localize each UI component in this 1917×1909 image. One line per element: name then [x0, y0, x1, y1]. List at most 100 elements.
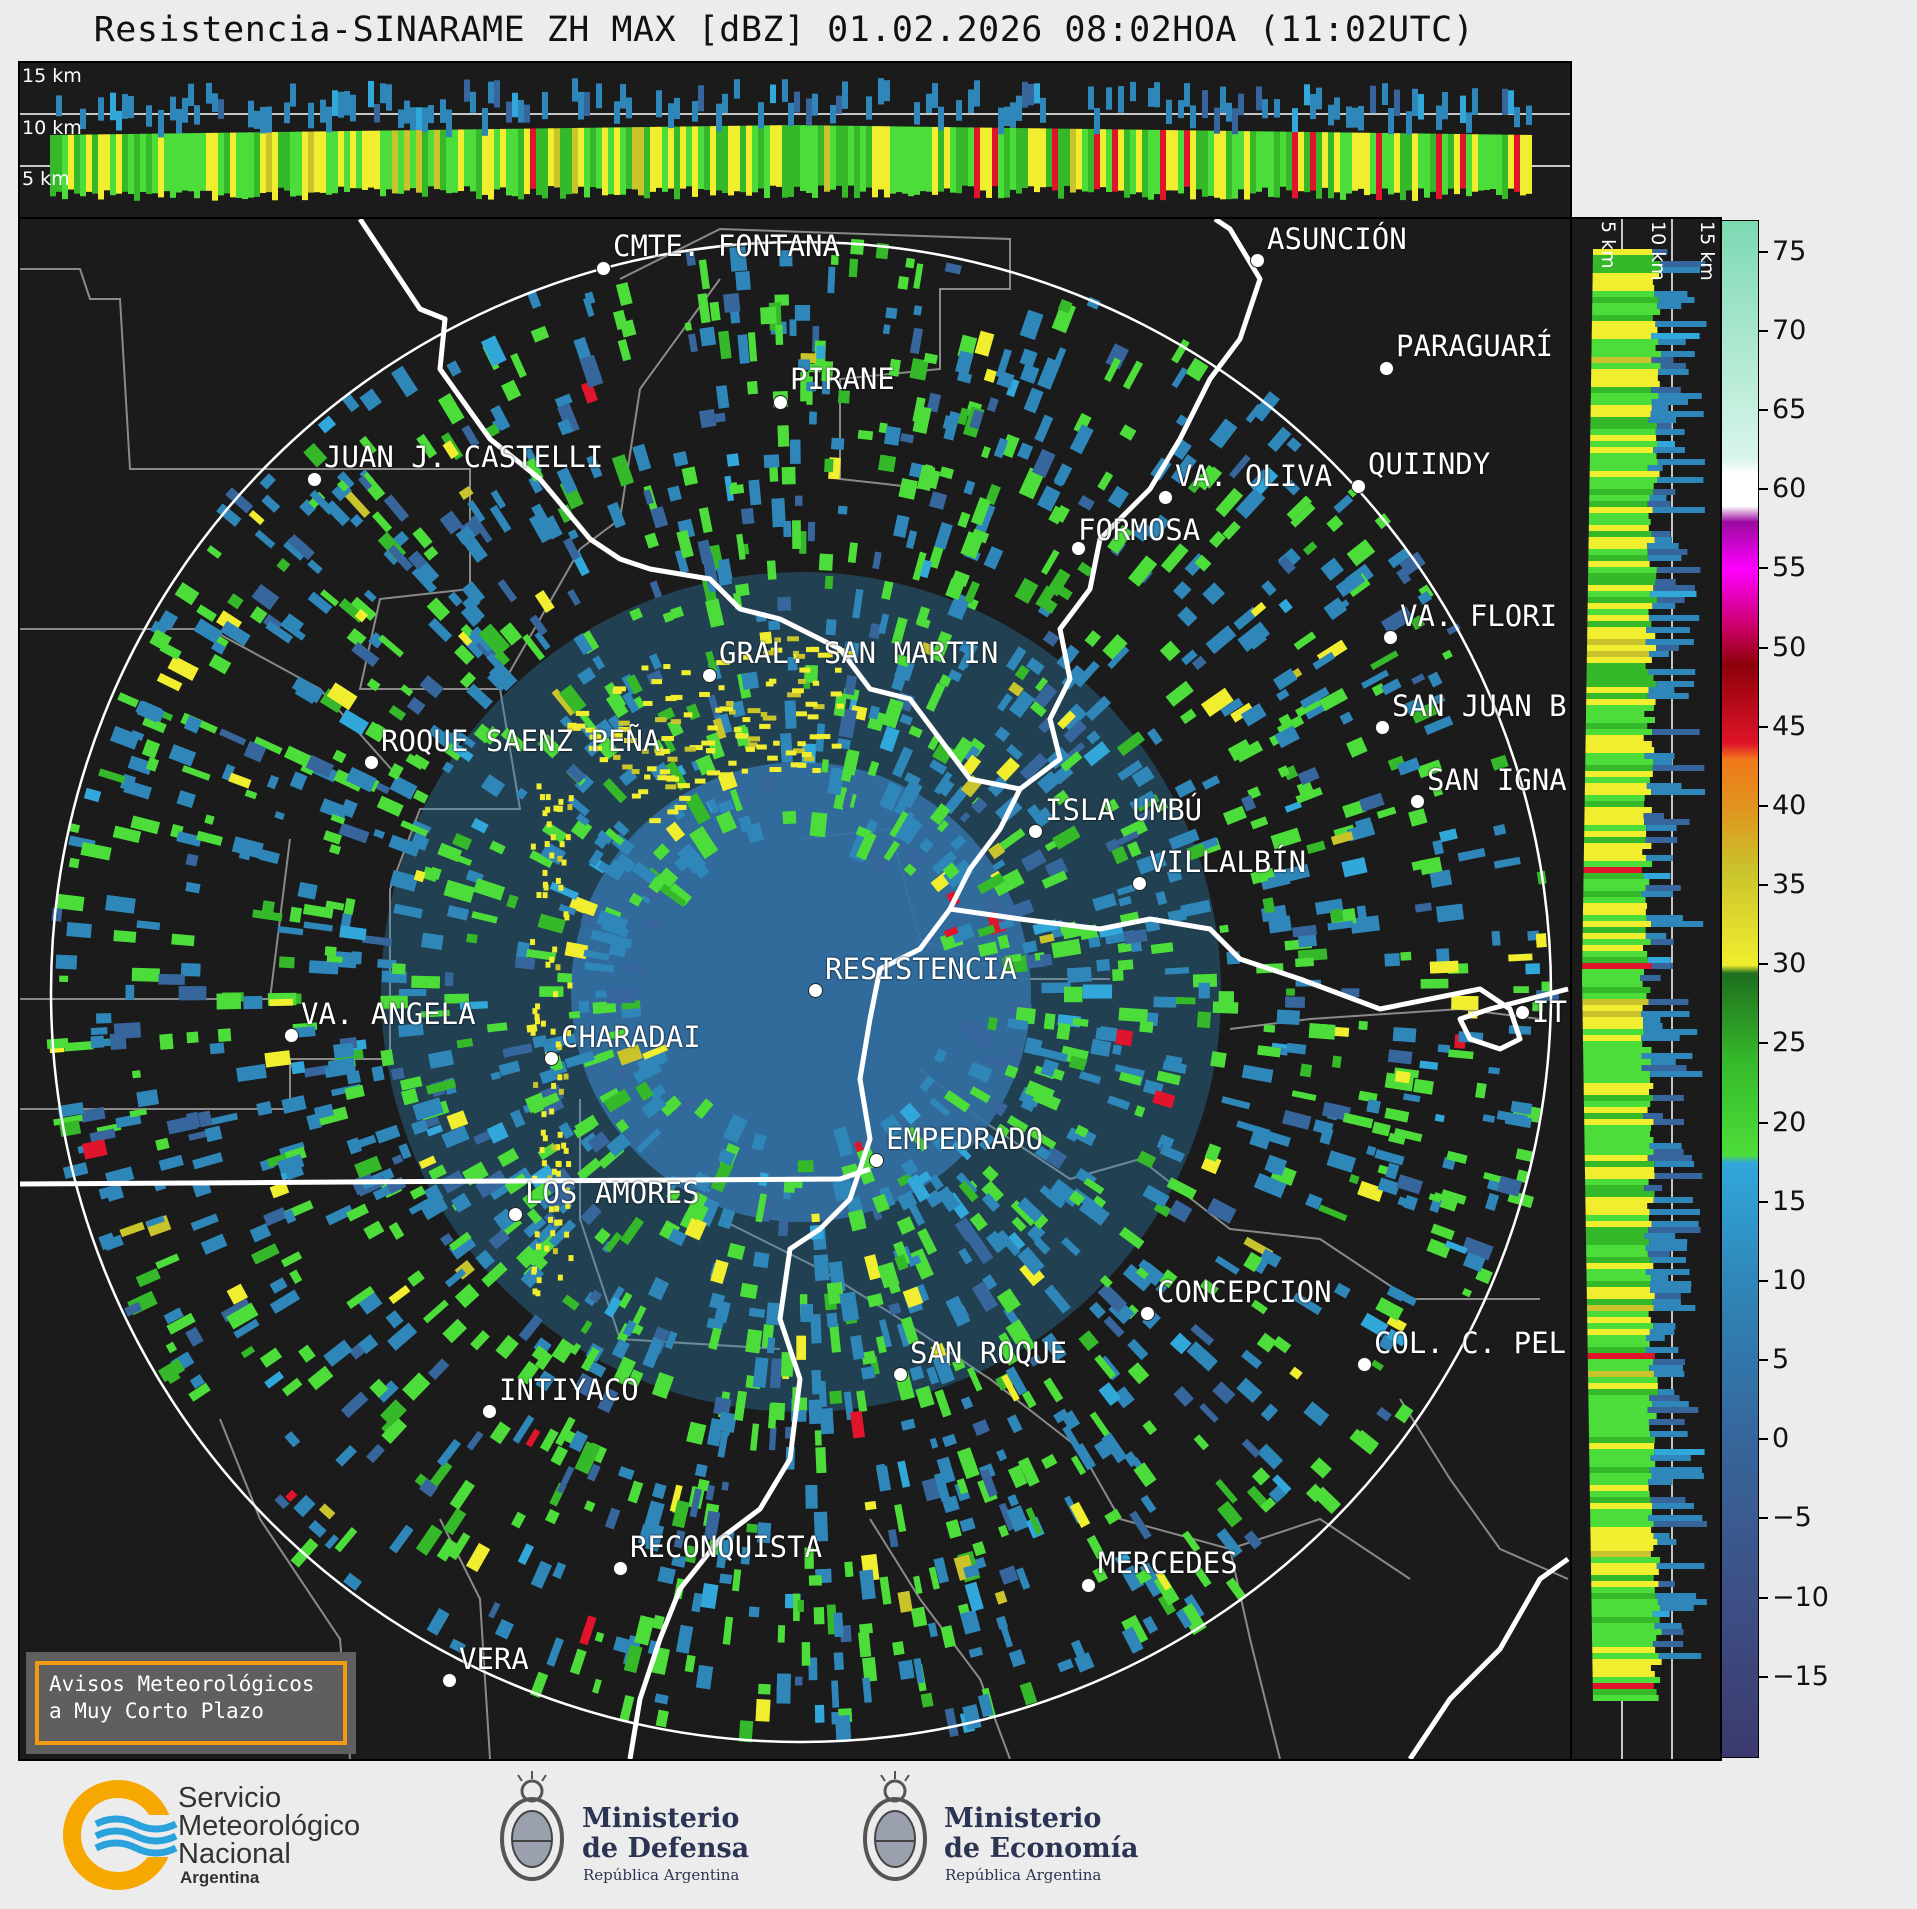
- top-section-upper-cell: [1154, 82, 1160, 108]
- top-section-column: [56, 134, 62, 192]
- echo-cell: [898, 478, 918, 500]
- top-section-column: [1112, 129, 1118, 192]
- echo-cell: [878, 422, 888, 434]
- side-section-row: [1592, 1683, 1654, 1689]
- side-section-row: [1582, 1005, 1643, 1011]
- echo-cell: [53, 1114, 83, 1126]
- side-section-row: [1588, 543, 1648, 549]
- echo-cell: [1105, 343, 1129, 370]
- side-section-row: [1592, 1647, 1656, 1653]
- echo-cell: [729, 789, 743, 812]
- echo-cell: [495, 1334, 519, 1360]
- echo-cell: [784, 700, 797, 729]
- echo-cell: [466, 683, 493, 710]
- echo-cell: [1017, 1197, 1045, 1224]
- top-section-column: [1364, 132, 1370, 196]
- side-section-row: [1590, 1563, 1657, 1569]
- city-label-charadai: CHARADAI: [561, 1020, 701, 1054]
- echo-bright-cell: [762, 715, 777, 721]
- echo-cell: [619, 1694, 635, 1723]
- top-section-column: [932, 126, 938, 195]
- echo-cell: [333, 1042, 355, 1059]
- side-section-upper-cell: [1654, 537, 1673, 543]
- echo-cell: [1092, 893, 1117, 912]
- echo-cell: [996, 693, 1013, 712]
- side-section-upper-cell: [1651, 963, 1673, 969]
- echo-cell: [471, 911, 498, 924]
- city-dot-juan-j-castelli: [307, 472, 322, 487]
- side-section-row: [1591, 1617, 1660, 1623]
- side-section-upper-cell: [1653, 1119, 1684, 1125]
- echo-cell: [1346, 822, 1376, 842]
- echo-cell: [1205, 625, 1237, 655]
- top-section-upper-cell: [1166, 99, 1172, 125]
- echo-cell: [192, 1152, 224, 1170]
- echo-cell: [780, 732, 793, 763]
- top-section-column: [452, 129, 458, 193]
- echo-cell: [462, 534, 488, 563]
- echo-cell: [811, 1213, 820, 1223]
- top-section-column: [320, 131, 326, 193]
- side-section-row: [1589, 471, 1660, 477]
- echo-cell: [1488, 1066, 1500, 1075]
- echo-cell: [1033, 1214, 1049, 1230]
- echo-bright-cell: [550, 1230, 556, 1237]
- echo-cell: [945, 578, 965, 600]
- echo-cell: [1172, 439, 1192, 460]
- smn-line1: Servicio: [178, 1782, 282, 1814]
- echo-cell: [1037, 604, 1052, 618]
- echo-cell: [735, 271, 751, 291]
- echo-cell: [82, 1139, 108, 1160]
- echo-cell: [158, 1154, 184, 1171]
- echo-bright-cell: [540, 1020, 546, 1027]
- echo-cell: [1417, 590, 1433, 605]
- echo-bright-cell: [631, 793, 641, 799]
- echo-cell: [794, 1676, 803, 1686]
- side-section-row: [1585, 747, 1655, 753]
- echo-cell: [371, 511, 393, 533]
- echo-bright-cell: [816, 734, 831, 740]
- top-section-column: [1316, 132, 1322, 199]
- echo-cell: [942, 1433, 957, 1448]
- side-section-row: [1587, 1317, 1651, 1323]
- echo-cell: [620, 1216, 645, 1246]
- side-section-row: [1588, 1395, 1650, 1401]
- echo-bright-cell: [679, 795, 691, 801]
- boundary-line: [1229, 1007, 1541, 1030]
- city-label-isla-umbu: ISLA UMBÚ: [1045, 793, 1203, 827]
- echo-cell: [907, 1254, 922, 1267]
- top-section-column: [260, 132, 266, 193]
- echo-cell: [393, 903, 423, 919]
- echo-cell: [1245, 403, 1263, 424]
- side-section-upper-cell: [1645, 1269, 1690, 1275]
- echo-cell: [775, 324, 784, 345]
- colorbar-tick-label: −5: [1772, 1502, 1812, 1534]
- echo-bright-cell: [813, 704, 825, 710]
- echo-cell: [1015, 1567, 1031, 1590]
- top-section-column: [1172, 130, 1178, 191]
- echo-cell: [977, 872, 1005, 895]
- side-section-row: [1582, 933, 1646, 939]
- echo-bright-cell: [540, 1129, 546, 1136]
- side-section-row: [1585, 729, 1653, 735]
- side-section-upper-cell: [1653, 1149, 1684, 1155]
- echo-cell: [280, 1251, 303, 1268]
- echo-bright-cell: [551, 1168, 557, 1175]
- city-label-resistencia: RESISTENCIA: [825, 952, 1018, 986]
- echo-cell: [1259, 1248, 1282, 1268]
- top-section-upper-cell: [1214, 107, 1220, 134]
- echo-bright-cell: [542, 892, 548, 899]
- echo-cell: [185, 853, 199, 867]
- echo-cell: [220, 620, 251, 647]
- echo-cell: [1356, 905, 1368, 922]
- side-section-row: [1584, 1155, 1648, 1161]
- echo-cell: [1165, 680, 1194, 707]
- echo-cell: [388, 705, 407, 721]
- top-section-column: [1484, 134, 1490, 191]
- echo-cell: [129, 1108, 148, 1118]
- echo-cell: [579, 354, 604, 388]
- echo-cell: [281, 1377, 303, 1397]
- top-section-column: [794, 125, 800, 187]
- echo-cell: [648, 1084, 667, 1101]
- top-section-column: [86, 134, 92, 192]
